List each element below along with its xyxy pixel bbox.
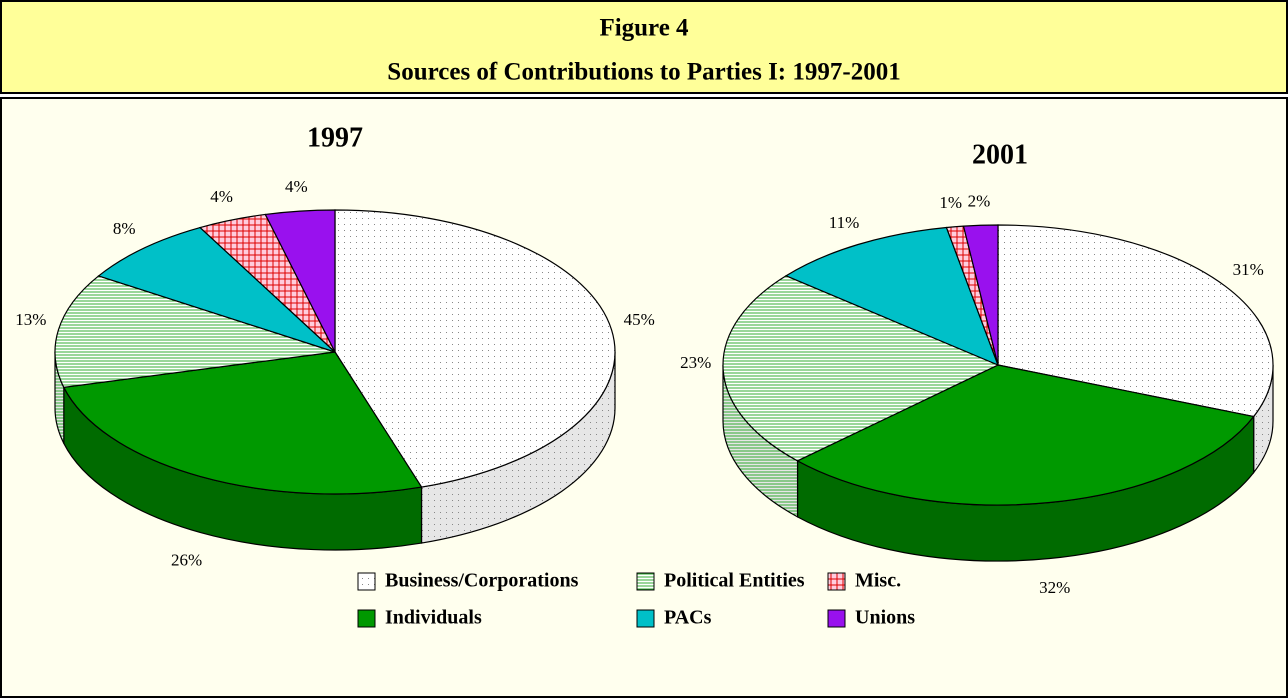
data-label: 1% <box>939 193 962 212</box>
legend-label: Political Entities <box>664 570 805 592</box>
pie-title: 1997 <box>307 122 363 153</box>
legend-swatch <box>827 572 846 591</box>
legend-label: PACs <box>664 607 712 629</box>
legend-label: Individuals <box>385 607 482 629</box>
legend-swatch <box>636 609 655 628</box>
data-label: 13% <box>15 310 46 329</box>
title: Figure 4 <box>599 15 689 42</box>
legend-label: Misc. <box>855 570 901 592</box>
pie-slice <box>962 224 999 366</box>
legend-swatch <box>357 572 376 591</box>
data-label: 11% <box>829 213 860 232</box>
header-box <box>0 0 1288 94</box>
data-label: 32% <box>1039 578 1070 597</box>
data-label: 45% <box>624 310 655 329</box>
legend-label: Unions <box>855 607 915 629</box>
subtitle: Sources of Contributions to Parties I: 1… <box>387 59 900 86</box>
data-label: 4% <box>285 177 308 196</box>
data-label: 26% <box>171 550 202 569</box>
pie-slice <box>334 209 616 488</box>
legend-swatch <box>827 609 846 628</box>
pie-slice <box>97 226 336 353</box>
pie-slice <box>62 351 423 495</box>
pie-slice <box>722 275 1000 462</box>
data-label: 2% <box>968 191 991 210</box>
data-label: 4% <box>210 187 233 206</box>
pie-slice <box>796 364 1255 506</box>
data-label: 31% <box>1233 260 1264 279</box>
pie-slice <box>264 209 336 353</box>
legend-swatch <box>636 572 655 591</box>
legend-swatch <box>357 609 376 628</box>
data-label: 23% <box>680 353 711 372</box>
pie-slice <box>784 226 1000 367</box>
data-label: 8% <box>113 219 136 238</box>
legend-label: Business/Corporations <box>385 570 579 592</box>
pie-slice <box>54 275 336 388</box>
pie-slice <box>997 224 1274 418</box>
pie-title: 2001 <box>972 139 1028 170</box>
